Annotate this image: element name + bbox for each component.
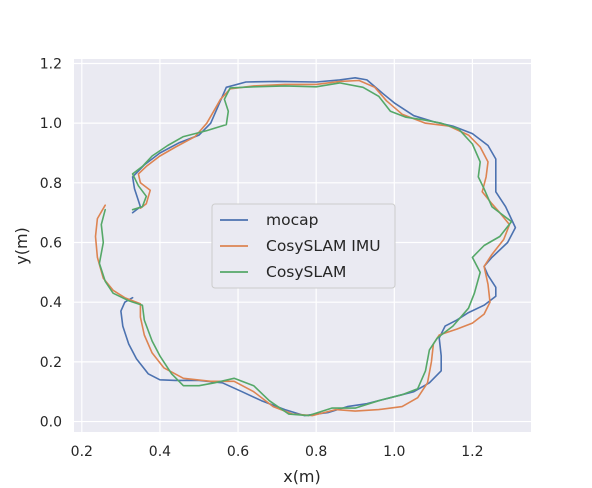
x-tick-label: 0.4: [149, 444, 171, 460]
series-line-cosyslam: [98, 82, 513, 417]
x-tick-label: 1.2: [461, 444, 483, 460]
y-tick-label: 1.2: [40, 56, 62, 72]
legend-label-cosyslam-imu: CosySLAM IMU: [266, 237, 381, 255]
y-tick-label: 0.8: [40, 176, 62, 192]
y-tick-labels: 0.0 0.2 0.4 0.6 0.8 1.0 1.2: [40, 56, 62, 430]
legend-label-cosyslam: CosySLAM: [266, 263, 346, 281]
legend-items: mocap CosySLAM IMU CosySLAM: [220, 211, 381, 281]
series-line-cosyslam-imu: [94, 79, 511, 417]
legend: mocap CosySLAM IMU CosySLAM: [211, 203, 396, 289]
x-tick-label: 0.2: [71, 444, 93, 460]
x-tick-label: 0.8: [305, 444, 327, 460]
x-tick-labels: 0.2 0.4 0.6 0.8 1.0 1.2: [71, 444, 484, 460]
x-tick-label: 0.6: [227, 444, 249, 460]
series-layer: [94, 77, 517, 417]
legend-label-mocap: mocap: [266, 211, 318, 229]
y-tick-label: 0.6: [40, 236, 62, 252]
y-tick-label: 0.4: [40, 295, 62, 311]
y-tick-label: 0.2: [40, 355, 62, 371]
x-tick-label: 1.0: [383, 444, 405, 460]
y-tick-label: 0.0: [40, 415, 62, 431]
x-axis-label: x(m): [283, 467, 321, 486]
legend-box: [211, 203, 396, 289]
y-tick-label: 1.0: [40, 116, 62, 132]
y-axis-label: y(m): [12, 227, 31, 265]
